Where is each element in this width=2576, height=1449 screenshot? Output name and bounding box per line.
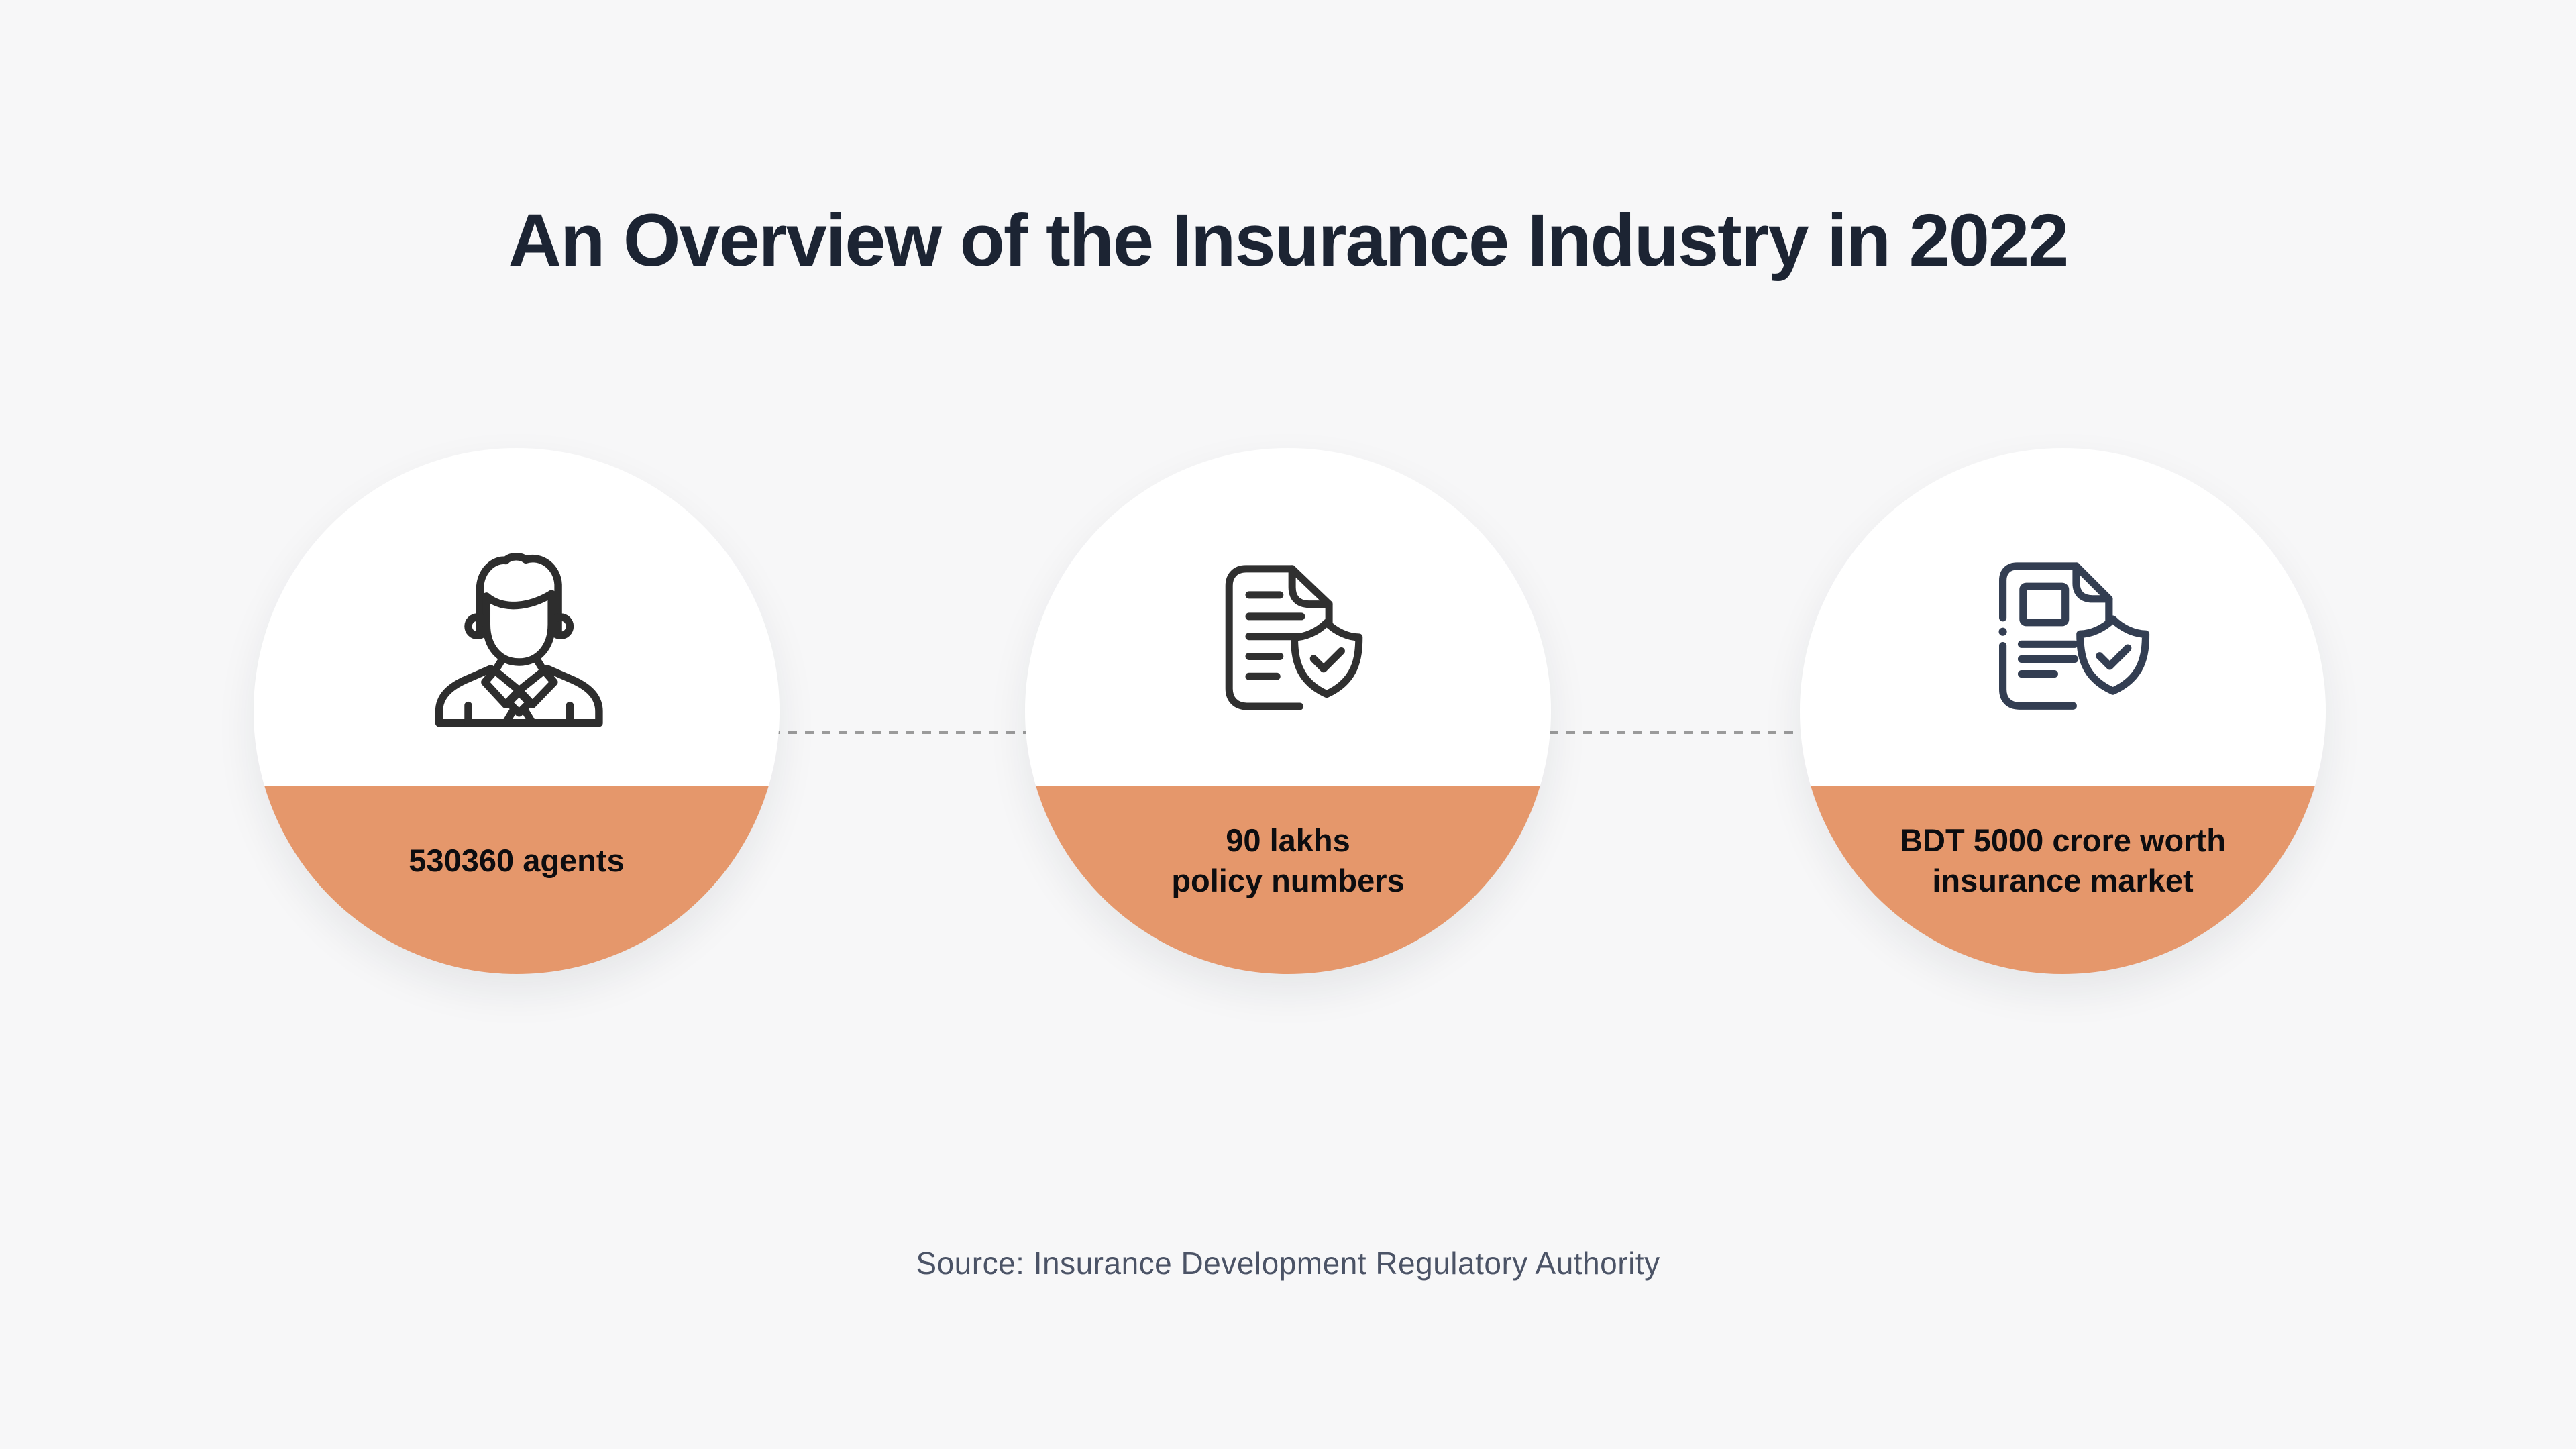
dashed-connector-left	[637, 731, 1301, 734]
stat-line: policy numbers	[1171, 863, 1405, 898]
agent-person-icon	[435, 553, 603, 727]
stat-card-agents-icon-area	[254, 448, 780, 786]
stat-card-policy-label: 90 lakhs policy numbers	[1065, 786, 1511, 935]
source-note: Source: Insurance Development Regulatory…	[916, 1246, 1660, 1281]
stat-card-agents: 530360 agents	[254, 448, 780, 974]
stat-line: 530360 agents	[409, 843, 625, 879]
stat-card-market-worth: BDT 5000 crore worth insurance market	[1800, 448, 2326, 974]
stat-line: BDT 5000 crore worth	[1900, 822, 2226, 859]
policy-document-shield-icon	[1225, 565, 1363, 710]
stat-line: insurance market	[1932, 863, 2194, 898]
stat-card-policy-numbers: 90 lakhs policy numbers	[1025, 448, 1551, 974]
stat-card-market-icon-area	[1800, 448, 2326, 786]
dashed-connector-right	[1348, 731, 2073, 734]
stat-card-agents-label: 530360 agents	[294, 786, 739, 935]
stat-card-policy-icon-area	[1025, 448, 1551, 786]
page-title: An Overview of the Insurance Industry in…	[508, 199, 2070, 282]
market-document-shield-icon	[1998, 562, 2150, 710]
stat-line: 90 lakhs	[1226, 822, 1350, 859]
stat-card-market-label: BDT 5000 crore worth insurance market	[1840, 786, 2286, 935]
